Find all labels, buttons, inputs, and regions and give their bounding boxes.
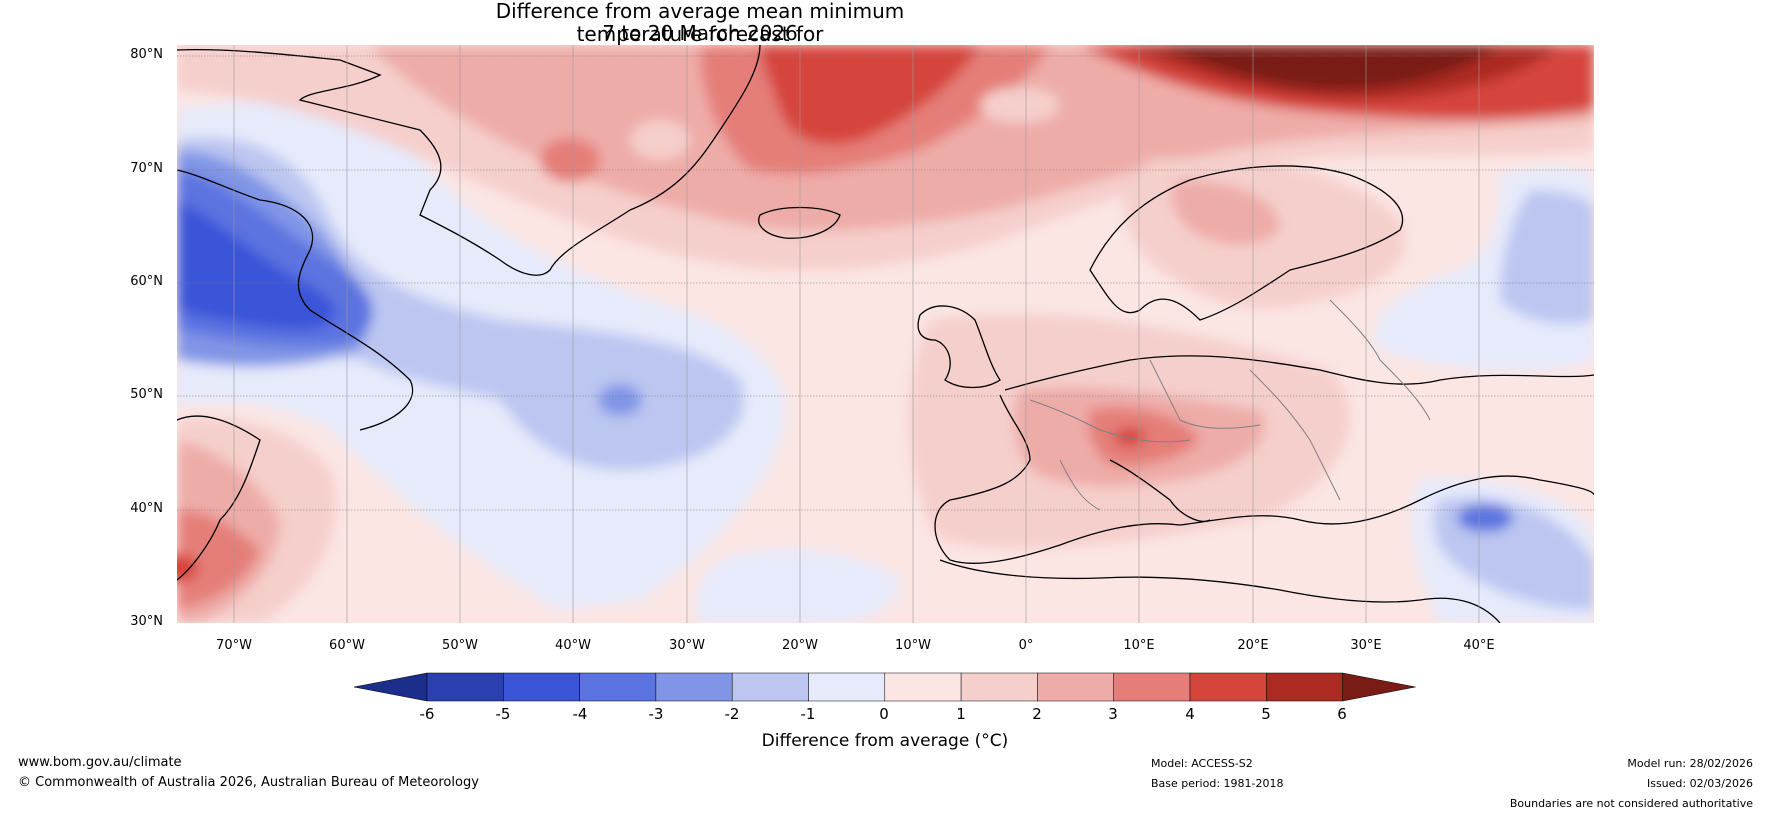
lon-label-10w: 10°W: [895, 638, 931, 653]
lat-label-60n: 60°N: [130, 274, 163, 289]
colorbar-segment: [503, 672, 580, 702]
lon-label-10e: 10°E: [1123, 638, 1155, 653]
colorbar-label: Difference from average (°C): [761, 731, 1009, 751]
lat-label-50n: 50°N: [130, 387, 163, 402]
lon-label-20e: 20°E: [1237, 638, 1269, 653]
anomaly-region-minus2: [177, 137, 744, 470]
border-line-1: [1029, 399, 1191, 443]
colorbar: [353, 672, 1416, 702]
colorbar-tick-minus2: -2: [724, 705, 740, 723]
coastline-scandinavia: [1089, 165, 1404, 321]
colorbar-segment: [1037, 672, 1114, 702]
colorbar-segment: [884, 672, 962, 702]
border-line-5: [1059, 459, 1101, 511]
colorbar-segment: [426, 672, 504, 702]
colorbar-tick-3: 3: [1108, 705, 1118, 723]
lat-label-30n: 30°N: [130, 614, 163, 629]
colorbar-tick-minus1: -1: [800, 705, 816, 723]
anomaly-region-plus1-patch: [630, 120, 690, 160]
colorbar-segment: [1113, 672, 1191, 702]
anomaly-region-plus4-greenland: [760, 45, 980, 144]
colorbar-segment: [808, 672, 886, 702]
coastline-labrador: [177, 169, 414, 431]
graticule: [177, 55, 1594, 511]
border-line-3: [1249, 369, 1341, 501]
colorbar-tick-minus6: -6: [419, 705, 435, 723]
colorbar-segment: [960, 672, 1038, 702]
country-borders: [1029, 299, 1431, 511]
anomaly-region-plus3-sw: [177, 510, 260, 610]
lon-label-70w: 70°W: [216, 638, 252, 653]
lon-label-20w: 20°W: [782, 638, 818, 653]
footer-website: www.bom.gov.au/climate: [18, 755, 182, 770]
lat-label-40n: 40°N: [130, 501, 163, 516]
coastline-italy: [1109, 459, 1211, 522]
lon-label-50w: 50°W: [442, 638, 478, 653]
map-title-line2: 7 to 20 March 2026: [602, 21, 798, 45]
lat-label-80n: 80°N: [130, 47, 163, 62]
lon-label-30e: 30°E: [1350, 638, 1382, 653]
colorbar-extend-high: [1342, 672, 1416, 702]
lon-label-0: 0°: [1018, 638, 1034, 653]
coastline-north-africa: [939, 559, 1501, 623]
anomaly-region-plus3-west: [540, 138, 600, 182]
footer-base-period: Base period: 1981-2018: [1151, 777, 1284, 790]
anomaly-region-minus3-mideast: [1457, 504, 1513, 532]
colorbar-tick-5: 5: [1261, 705, 1271, 723]
anomaly-region-minus2-east: [1500, 190, 1594, 324]
footer-copyright: © Commonwealth of Australia 2026, Austra…: [18, 775, 479, 790]
colorbar-tick-minus5: -5: [495, 705, 511, 723]
footer-issued: Issued: 02/03/2026: [1646, 777, 1753, 790]
anomaly-region-minus5: [177, 200, 336, 330]
coastline-mediterranean-north: [934, 394, 1594, 564]
coastlines: [177, 45, 1594, 623]
colorbar-tick-1: 1: [956, 705, 966, 723]
anomaly-region-minus1-subtropics: [696, 549, 900, 623]
colorbar-tick-4: 4: [1185, 705, 1195, 723]
lon-label-40w: 40°W: [555, 638, 591, 653]
colorbar-segment: [655, 672, 733, 702]
colorbar-extend-low: [353, 672, 428, 702]
map-title-line1: Difference from average mean minimum tem…: [495, 0, 905, 46]
border-line-4: [1329, 299, 1431, 421]
anomaly-region-plus4-alps: [1114, 428, 1146, 446]
lon-label-60w: 60°W: [329, 638, 365, 653]
lon-label-40e: 40°E: [1463, 638, 1495, 653]
coastline-iceland: [758, 206, 841, 239]
footer-disclaimer: Boundaries are not considered authoritat…: [1509, 797, 1753, 810]
anomaly-region-minus3-atlantic: [598, 384, 642, 416]
meridians: [233, 45, 1480, 623]
colorbar-segment: [731, 672, 809, 702]
footer-model-run: Model run: 28/02/2026: [1627, 757, 1753, 770]
colorbar-tick-minus3: -3: [648, 705, 664, 723]
colorbar-tick-2: 2: [1032, 705, 1042, 723]
colorbar-tick-minus4: -4: [572, 705, 588, 723]
colorbar-segment: [579, 672, 657, 702]
lat-label-70n: 70°N: [130, 161, 163, 176]
coastline-europe-north: [1004, 355, 1594, 391]
colorbar-segment: [1189, 672, 1267, 702]
anomaly-region-plus1-norway-sea: [980, 87, 1060, 123]
colorbar-tick-0: 0: [879, 705, 889, 723]
lon-label-30w: 30°W: [669, 638, 705, 653]
coastline-us-east: [177, 415, 261, 581]
border-line-2: [1149, 359, 1261, 429]
colorbar-segment: [1266, 672, 1343, 702]
map-plot-area: [177, 45, 1594, 623]
colorbar-tick-6: 6: [1337, 705, 1347, 723]
coastline-greenland-canada: [177, 45, 761, 276]
footer-model: Model: ACCESS-S2: [1151, 757, 1253, 770]
coastline-great-britain: [917, 305, 1001, 389]
